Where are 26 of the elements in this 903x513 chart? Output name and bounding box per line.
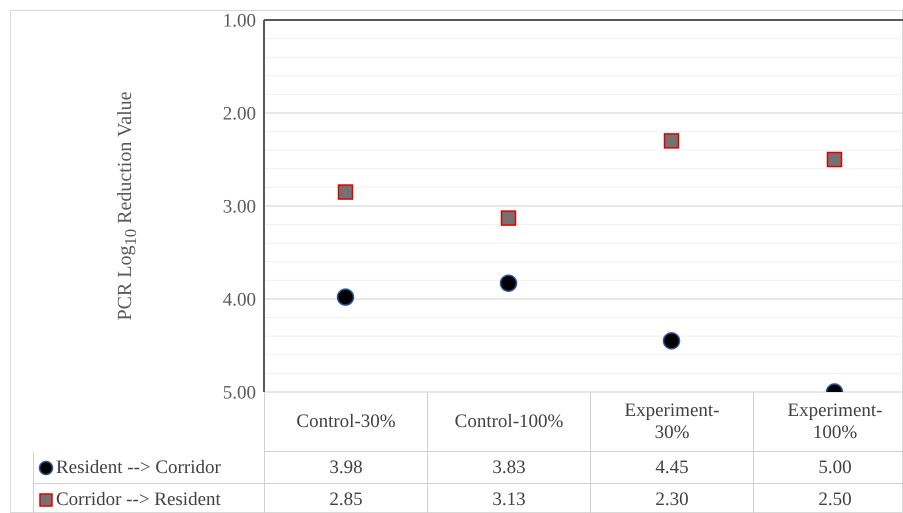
data-label: 3.83 — [427, 452, 590, 484]
data-label: 2.30 — [590, 484, 753, 513]
x-tick-label: Control-30% — [295, 410, 397, 432]
point — [500, 210, 516, 226]
point — [500, 274, 518, 292]
y-tick-label: 3.00 — [222, 196, 256, 218]
x-tick-label: Experiment-30% — [624, 400, 720, 444]
y-tick-label: 2.00 — [222, 104, 256, 125]
data-label: 2.50 — [753, 484, 903, 513]
y-tick-label: 5.00 — [222, 382, 256, 404]
legend-label: Resident --> Corridor — [56, 456, 221, 478]
data-label: 5.00 — [753, 452, 903, 484]
data-label: 3.13 — [427, 484, 590, 513]
point — [664, 133, 680, 149]
legend-label: Corridor --> Resident — [56, 488, 221, 510]
data-label: 3.98 — [264, 452, 427, 484]
y-tick-label: 1.00 — [222, 10, 256, 32]
point — [662, 332, 680, 350]
y-tick-label: 4.00 — [222, 290, 256, 311]
data-label: 2.85 — [264, 484, 427, 513]
point — [336, 288, 354, 306]
point — [826, 152, 842, 168]
point — [338, 184, 354, 200]
x-tick-label: Experiment-100% — [786, 400, 884, 444]
x-tick-label: Control-100% — [454, 410, 564, 432]
data-label: 4.45 — [590, 452, 753, 484]
